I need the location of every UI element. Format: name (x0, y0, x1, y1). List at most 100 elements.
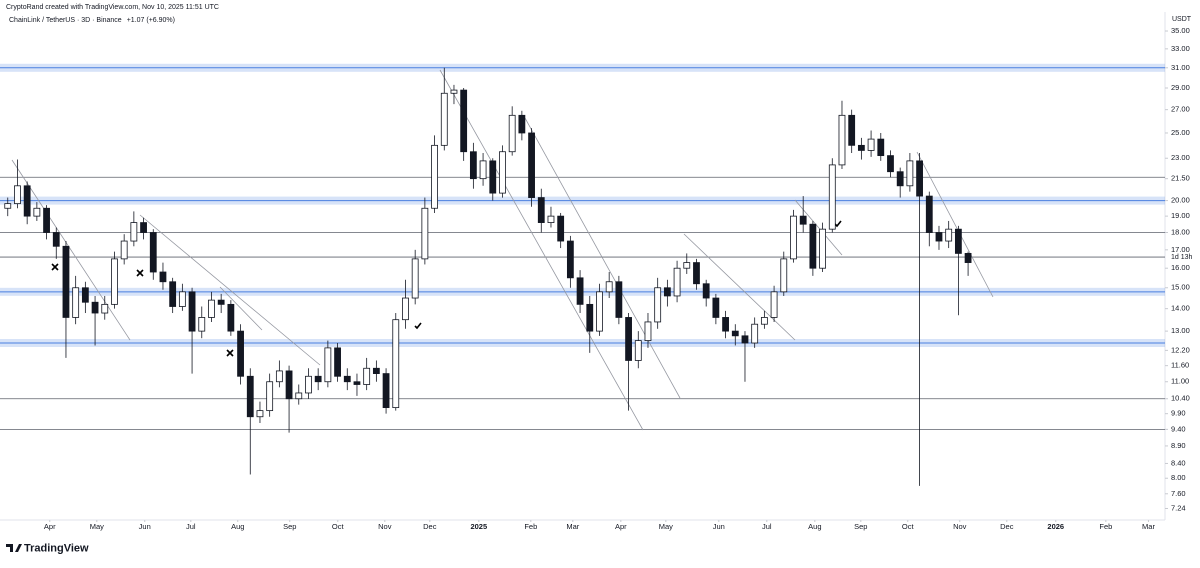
cross-marker (51, 263, 59, 271)
trendlines (11, 69, 994, 431)
y-tick-label: 15.00 (1171, 283, 1190, 292)
x-tick-label: May (659, 522, 673, 531)
candle-body (62, 245, 70, 318)
candle-body (91, 301, 99, 314)
candle-body (14, 185, 21, 205)
candle-body (537, 197, 545, 223)
candle-body (479, 160, 487, 180)
y-tick-label: 25.00 (1171, 128, 1190, 137)
candle-body (198, 317, 206, 332)
y-tick-label: 8.40 (1171, 458, 1186, 467)
trendline (524, 117, 681, 399)
candle-body (693, 262, 700, 285)
y-tick-label: 33.00 (1171, 44, 1190, 53)
y-tick-label: 8.00 (1171, 473, 1186, 482)
candle-body (246, 375, 254, 418)
x-tick-label: Nov (953, 522, 967, 531)
candle-body (867, 138, 875, 151)
candle-body (305, 375, 312, 394)
candle-body (528, 132, 535, 198)
candle-body (780, 258, 788, 293)
candle-body (285, 370, 293, 400)
x-tick-label: Apr (615, 522, 627, 531)
candle-body (314, 375, 322, 383)
y-tick-label: 7.24 (1171, 503, 1186, 512)
x-tick-label: Mar (1142, 522, 1155, 531)
x-tick-label: Nov (378, 522, 392, 531)
candle-body (237, 330, 244, 377)
candle-body (760, 317, 768, 325)
candle-body (469, 151, 477, 180)
brand-logo: TradingView (6, 542, 89, 554)
candle-body (275, 370, 283, 383)
candle-body (372, 367, 380, 374)
candle-body (770, 291, 778, 318)
candle-body (392, 319, 400, 409)
trendline (139, 214, 321, 366)
candle-body (547, 215, 555, 223)
candle-body (596, 291, 603, 332)
trendline (439, 69, 644, 431)
x-tick-label: Jul (762, 522, 772, 531)
candle-body (634, 340, 642, 361)
candle-body (208, 299, 215, 318)
candles (4, 67, 972, 486)
candle-body (848, 114, 856, 146)
y-tick-label: 8.90 (1171, 441, 1186, 450)
candle-body (508, 114, 516, 153)
candle-body (576, 277, 584, 305)
y-tick-label: 13.00 (1171, 326, 1190, 335)
candle-body (731, 330, 739, 337)
candle-body (828, 164, 836, 230)
y-tick-label: 19.00 (1171, 211, 1190, 220)
candle-body (566, 240, 574, 279)
candle-body (916, 160, 923, 197)
y-tick-label: 21.50 (1171, 174, 1190, 183)
candle-body (896, 171, 904, 187)
candle-body (644, 321, 652, 341)
y-tick-label: 31.00 (1171, 63, 1190, 72)
candle-body (450, 89, 458, 94)
candle-body (266, 381, 274, 412)
x-tick-label: Feb (1099, 522, 1112, 531)
candle-body (809, 223, 817, 269)
x-tick-label: Aug (231, 522, 244, 531)
candle-body (741, 335, 749, 344)
x-tick-label: Mar (566, 522, 579, 531)
candle-body (52, 232, 60, 247)
brand-name: TradingView (24, 542, 89, 554)
candle-body (33, 207, 41, 217)
candle-body (81, 287, 89, 303)
y-tick-label: 11.60 (1171, 361, 1189, 370)
trendline (916, 151, 994, 298)
candle-body (217, 299, 225, 305)
x-tick-label: Feb (524, 522, 537, 531)
y-tick-label: 7.60 (1171, 489, 1186, 498)
trendline (11, 159, 131, 341)
y-tick-label: 9.40 (1171, 424, 1186, 433)
candle-body (935, 232, 943, 242)
candle-body (751, 323, 759, 344)
y-tick-label: 9.90 (1171, 409, 1186, 418)
y-tick-label: 14.00 (1171, 304, 1190, 313)
y-tick-label: 10.40 (1171, 394, 1190, 403)
check-marker (414, 322, 422, 330)
y-tick-label: 16.00 (1171, 263, 1190, 272)
x-tick-label: Jun (713, 522, 725, 531)
candle-body (887, 155, 894, 173)
candle-body (586, 303, 594, 332)
candle-body (363, 367, 371, 385)
countdown: 1d 13h (1171, 254, 1193, 261)
candle-body (334, 347, 341, 377)
x-tick-label: Jun (139, 522, 151, 531)
trendline (219, 286, 263, 331)
candle-body (790, 215, 797, 260)
candle-body (440, 92, 448, 146)
x-tick-label: Dec (1000, 522, 1014, 531)
candle-body (460, 89, 468, 153)
x-tick-label: Sep (854, 522, 867, 531)
y-tick-label: 17.00 (1171, 245, 1190, 254)
candle-body (149, 232, 157, 273)
x-tick-label: Aug (808, 522, 821, 531)
